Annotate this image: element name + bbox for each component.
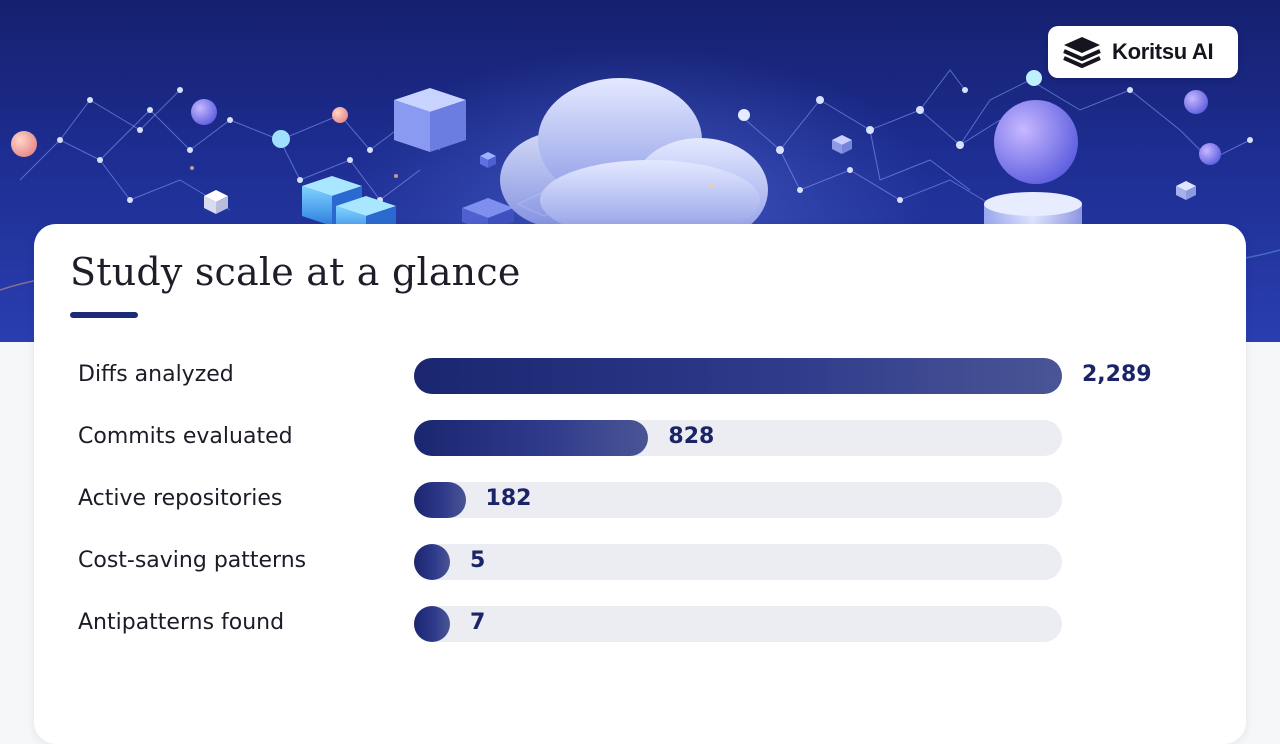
brand-logo: Koritsu AI (1048, 26, 1238, 78)
bar-row: Antipatterns found 7 (34, 604, 1246, 644)
bar (414, 482, 466, 518)
bar-value-label: 182 (485, 486, 532, 511)
bar-category-label: Active repositories (78, 486, 283, 511)
bar-value-label: 7 (470, 610, 486, 635)
bar-track (414, 482, 1062, 518)
bar (414, 420, 649, 456)
bar (414, 358, 1062, 394)
bar-category-label: Cost-saving patterns (78, 548, 307, 573)
bar-row: Active repositories 182 (34, 480, 1246, 520)
bar-category-label: Commits evaluated (78, 424, 293, 449)
bar-value-label: 2,289 (1082, 362, 1152, 387)
bar (414, 544, 450, 580)
bar-row: Cost-saving patterns 5 (34, 542, 1246, 582)
chart-title: Study scale at a glance (70, 250, 521, 294)
bar-track (414, 544, 1062, 580)
bar-value-label: 5 (470, 548, 486, 573)
bar-track (414, 358, 1062, 394)
bar-category-label: Antipatterns found (78, 610, 285, 635)
bar-chart: Diffs analyzed 2,289 Commits evaluated 828 A… (34, 224, 1246, 744)
bar-track (414, 606, 1062, 642)
bar-row: Diffs analyzed 2,289 (34, 356, 1246, 396)
layers-stack-icon (1063, 37, 1101, 68)
network-illustration (0, 69, 1280, 301)
bar-row: Commits evaluated 828 (34, 418, 1246, 458)
title-underline (70, 312, 138, 318)
stats-card: Study scale at a glance Diffs analyzed 2,… (34, 224, 1246, 744)
bar-track (414, 420, 1062, 456)
bar (414, 606, 450, 642)
bar-category-label: Diffs analyzed (78, 362, 234, 387)
brand-name: Koritsu AI (1112, 39, 1214, 64)
bar-value-label: 828 (668, 424, 715, 449)
